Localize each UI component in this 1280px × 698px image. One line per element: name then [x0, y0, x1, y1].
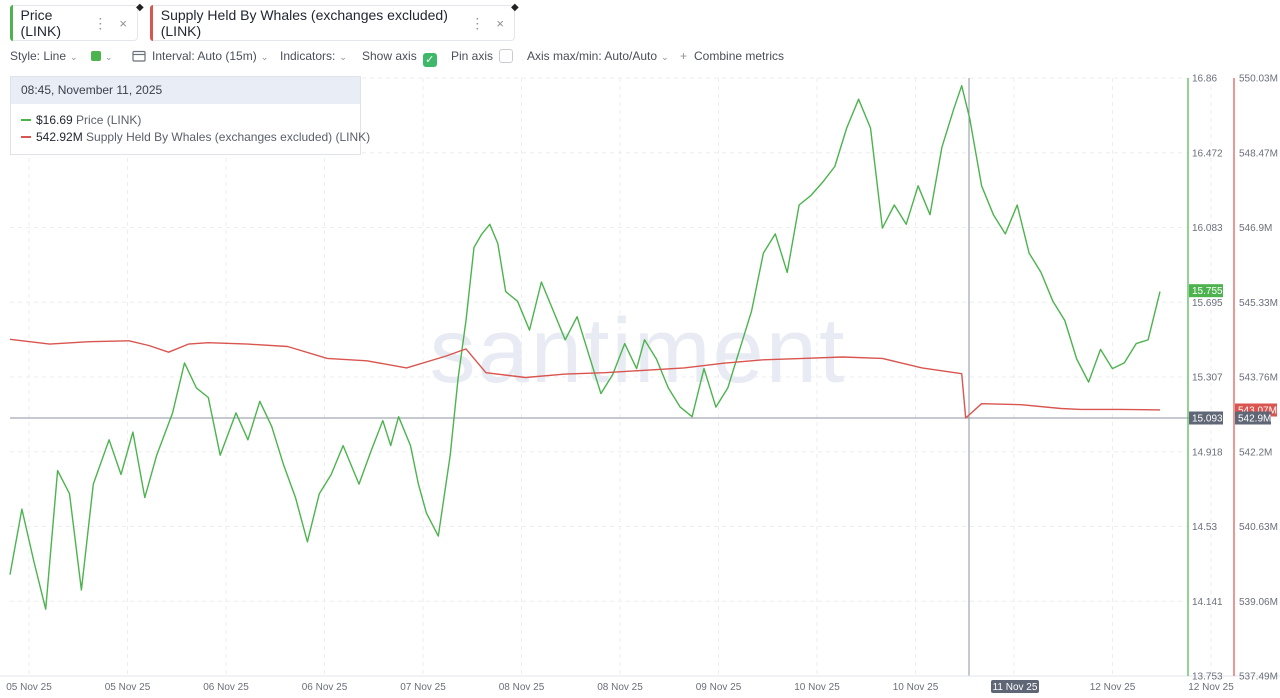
interval-label: Interval: Auto (15m)	[152, 49, 257, 63]
crosshair-supply-badge-bg	[1235, 411, 1271, 425]
ethereum-icon: ◆	[511, 2, 519, 13]
crosshair-supply-badge: 542.9M	[1238, 414, 1271, 425]
x-tick-label: 07 Nov 25	[400, 682, 446, 693]
color-swatch	[91, 51, 101, 61]
checkbox-checked-icon[interactable]: ✓	[422, 53, 437, 67]
supply-tick-label: 543.76M	[1239, 373, 1278, 384]
x-tick-label: 12 Nov 25	[1188, 682, 1234, 693]
ethereum-icon: ◆	[136, 2, 144, 13]
price-last-badge-bg	[1189, 284, 1223, 298]
santiment-watermark: santiment	[430, 300, 847, 402]
axis-maxmin-label: Axis max/min: Auto/Auto	[527, 49, 658, 63]
price-tick-label: 13.753	[1192, 672, 1223, 683]
pin-axis-label: Pin axis	[451, 49, 494, 63]
tooltip-label: Supply Held By Whales (exchanges exclude…	[86, 130, 371, 144]
chart-toolbar: Style: Line ⌄ ⌄ Interval: Auto (15m) ⌄ Ind…	[0, 46, 1280, 68]
indicators-dropdown[interactable]: Indicators: ⌄	[280, 49, 347, 63]
x-tick-label: 08 Nov 25	[597, 682, 643, 693]
series-color-line	[21, 136, 31, 138]
tab-color-bar	[10, 5, 13, 41]
indicators-label: Indicators:	[280, 49, 336, 63]
supply-tick-label: 539.06M	[1239, 597, 1278, 608]
tab-color-bar	[150, 5, 153, 41]
kebab-menu-icon[interactable]: ⋮	[470, 14, 485, 31]
tab-label: Supply Held By Whales (exchanges exclude…	[160, 7, 448, 39]
price-tick-label: 14.141	[1192, 597, 1223, 608]
price-tick-label: 15.307	[1192, 373, 1223, 384]
x-tick-label: 06 Nov 25	[302, 682, 348, 693]
show-axis-toggle[interactable]: Show axis ✓	[362, 49, 437, 67]
supply-last-badge: 543.07M	[1238, 406, 1277, 417]
series-color-line	[21, 119, 31, 121]
x-tick-label: 10 Nov 25	[794, 682, 840, 693]
axis-maxmin-dropdown[interactable]: Axis max/min: Auto/Auto ⌄	[527, 49, 669, 63]
price-tick-label: 14.918	[1192, 447, 1223, 458]
crosshair-x-badge	[991, 680, 1039, 693]
crosshair-price-badge: 15.093	[1192, 414, 1223, 425]
crosshair-price-badge-bg	[1189, 411, 1223, 425]
price-tick-label: 14.53	[1192, 522, 1217, 533]
supply-tick-label: 540.63M	[1239, 522, 1278, 533]
tooltip-row-price: $16.69 Price (LINK)	[11, 112, 360, 129]
plus-icon: +	[680, 49, 688, 63]
chevron-down-icon: ⌄	[260, 52, 269, 62]
x-tick-label: 05 Nov 25	[6, 682, 52, 693]
chevron-down-icon: ⌄	[339, 52, 347, 62]
checkbox-unchecked-icon[interactable]	[499, 49, 514, 63]
metric-tabs: Price (LINK) ⋮ × ◆ Supply Held By Whales…	[0, 0, 1280, 46]
price-series-line	[9, 85, 1161, 610]
x-tick-label: 05 Nov 25	[105, 682, 151, 693]
chevron-down-icon: ⌄	[661, 52, 669, 62]
tooltip-row-supply: 542.92M Supply Held By Whales (exchanges…	[11, 129, 370, 146]
tooltip-panel: 08:45, November 11, 2025 $16.69 Price (L…	[10, 76, 370, 155]
supply-tick-label: 548.47M	[1239, 148, 1278, 159]
axes-layer: 05 Nov 25 05 Nov 25 06 Nov 25 06 Nov 25 07 N…	[0, 74, 1280, 693]
color-picker[interactable]: ⌄	[91, 49, 113, 63]
price-tick-label: 16.86	[1192, 74, 1217, 85]
combine-metrics-button[interactable]: + Combine metrics	[680, 49, 784, 63]
chevron-down-icon: ⌄	[70, 52, 78, 62]
style-dropdown[interactable]: Style: Line ⌄	[10, 49, 78, 63]
close-icon[interactable]: ×	[496, 15, 504, 31]
x-tick-label: 12 Nov 25	[1090, 682, 1136, 693]
tooltip-label: Price (LINK)	[76, 113, 142, 127]
pin-axis-toggle[interactable]: Pin axis	[451, 49, 514, 63]
tooltip-time: 08:45, November 11, 2025	[11, 77, 360, 104]
kebab-menu-icon[interactable]: ⋮	[93, 14, 108, 31]
show-axis-label: Show axis	[362, 49, 417, 63]
series-layer	[9, 85, 1161, 610]
tab-price-link[interactable]: Price (LINK) ⋮ ×	[10, 5, 138, 41]
calendar-icon	[132, 50, 146, 62]
tab-supply-whales[interactable]: Supply Held By Whales (exchanges exclude…	[150, 5, 515, 41]
x-tick-label: 06 Nov 25	[203, 682, 249, 693]
supply-tick-label: 546.9M	[1239, 223, 1272, 234]
style-label: Style: Line	[10, 49, 67, 63]
supply-tick-label: 545.33M	[1239, 298, 1278, 309]
supply-tick-label: 550.03M	[1239, 74, 1278, 85]
price-tick-label: 16.472	[1192, 148, 1223, 159]
x-tick-label: 11 Nov 25	[993, 682, 1038, 693]
supply-tick-label: 542.2M	[1239, 447, 1272, 458]
supply-tick-label: 537.49M	[1239, 672, 1278, 683]
price-tick-label: 16.083	[1192, 223, 1223, 234]
combine-metrics-label: Combine metrics	[694, 49, 785, 63]
tab-label: Price (LINK)	[20, 7, 61, 39]
price-last-badge: 15.755	[1192, 286, 1223, 297]
close-icon[interactable]: ×	[119, 15, 127, 31]
x-tick-label: 10 Nov 25	[893, 682, 939, 693]
tooltip-value: $16.69	[36, 113, 73, 127]
x-tick-label: 08 Nov 25	[499, 682, 545, 693]
interval-dropdown[interactable]: Interval: Auto (15m) ⌄	[132, 49, 268, 63]
chevron-down-icon: ⌄	[105, 52, 113, 62]
x-tick-label: 09 Nov 25	[696, 682, 742, 693]
tooltip-value: 542.92M	[36, 130, 83, 144]
price-tick-label: 15.695	[1192, 298, 1223, 309]
supply-series-line	[9, 338, 1161, 419]
